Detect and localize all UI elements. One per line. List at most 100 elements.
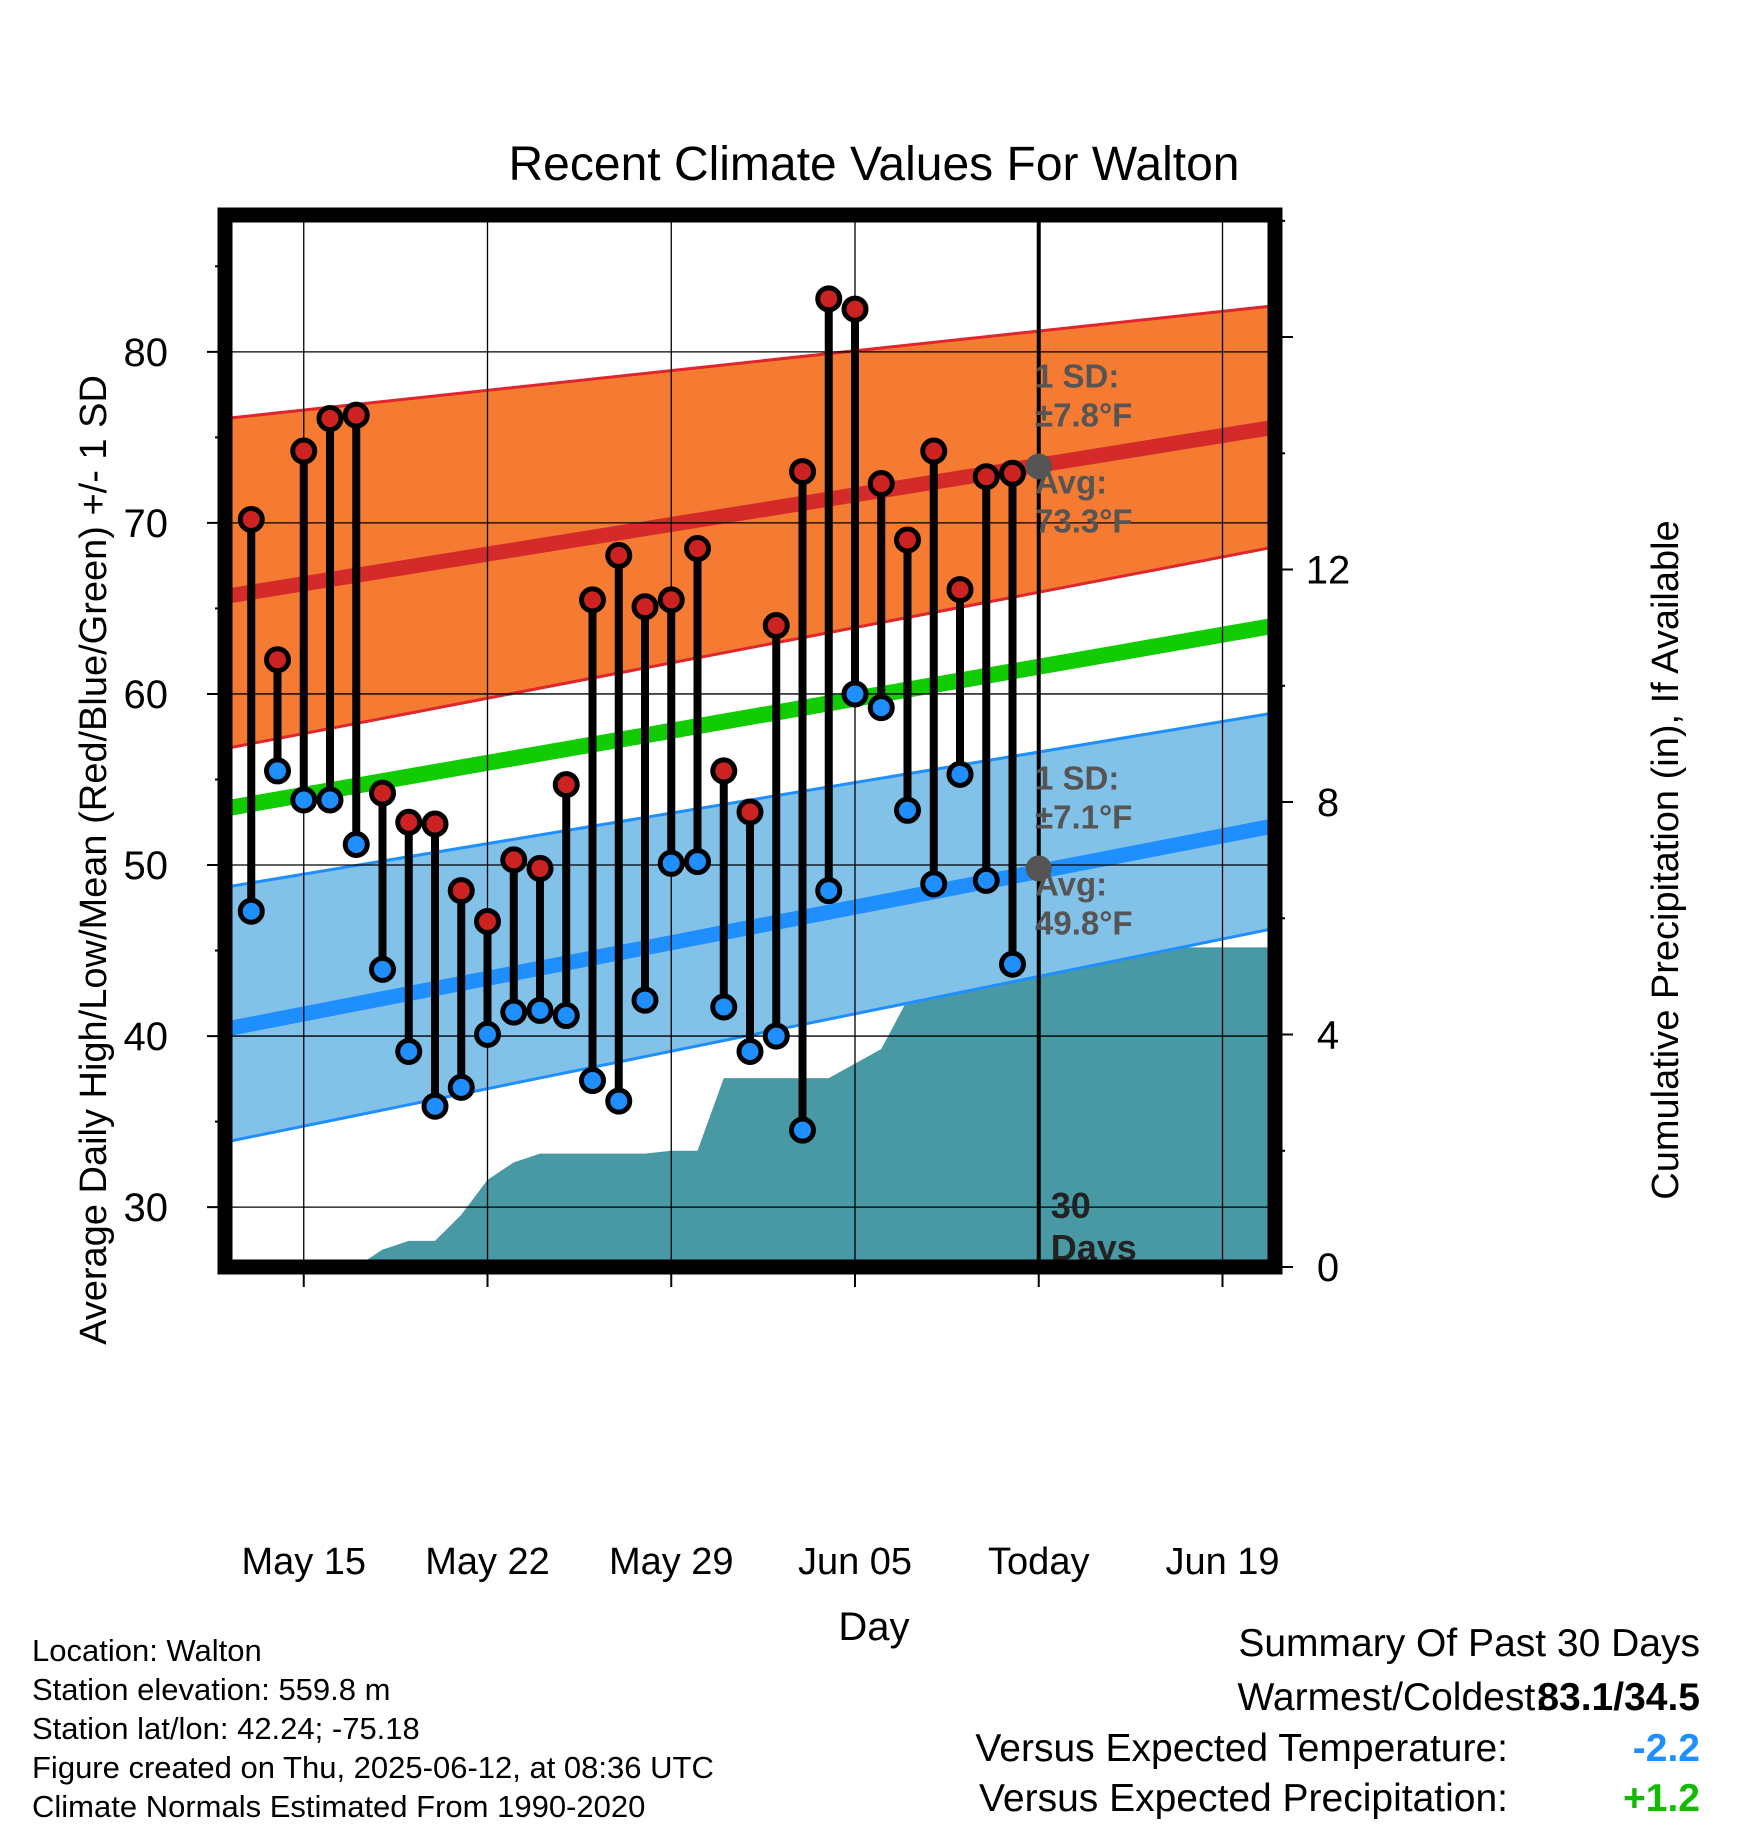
observed-high-point xyxy=(946,576,974,604)
x-tick-label: Jun 19 xyxy=(1165,1541,1279,1583)
y2-tick-label: 8 xyxy=(1317,781,1339,825)
observed-high-point xyxy=(447,877,475,905)
observed-high-point xyxy=(421,810,449,838)
observed-low-point xyxy=(684,848,711,876)
observed-low-point xyxy=(395,1037,423,1065)
y-tick-label: 40 xyxy=(124,1015,169,1059)
observed-high-point xyxy=(867,470,895,498)
observed-high-point xyxy=(264,646,291,674)
axes: 30 40 50 60 70 80 0 4 8 12 May 15 May 22 May 29 Jun 0… xyxy=(124,207,1351,1583)
y-tick-label: 70 xyxy=(124,502,169,546)
observed-low-point xyxy=(369,955,396,983)
observed-low-point xyxy=(316,786,344,814)
footer-latlon: Station lat/lon: 42.24; -75.18 xyxy=(32,1711,420,1746)
summary-precip-label: Versus Expected Precipitation: xyxy=(979,1777,1508,1820)
observed-high-point xyxy=(736,798,764,826)
low-avg-value-label: 49.8°F xyxy=(1035,904,1133,941)
summary-warmest-coldest-label: Warmest/Coldest: xyxy=(1237,1676,1546,1719)
observed-high-point xyxy=(710,757,738,785)
observed-high-point xyxy=(841,295,869,323)
y2-tick-label: 4 xyxy=(1317,1014,1339,1058)
observed-low-point xyxy=(631,986,659,1014)
high-upper-edge xyxy=(225,304,1275,421)
y2-tick-label: 0 xyxy=(1317,1246,1339,1290)
observed-high-point xyxy=(526,854,554,882)
observed-low-point xyxy=(342,830,370,858)
observed-high-point xyxy=(474,907,501,935)
observed-low-point xyxy=(789,1116,816,1144)
observed-values xyxy=(237,285,1026,1144)
x-tick-label: May 29 xyxy=(609,1541,734,1583)
summary-title: Summary Of Past 30 Days xyxy=(1238,1622,1700,1665)
observed-low-point xyxy=(920,870,948,898)
precipitation-area xyxy=(251,947,1275,1267)
observed-high-point xyxy=(500,846,528,874)
y-tick-label: 80 xyxy=(124,331,169,375)
high-lower-edge xyxy=(225,545,1275,751)
x-tick-label: May 15 xyxy=(241,1541,366,1583)
high-mean-line xyxy=(225,419,1275,604)
low-avg-marker xyxy=(1025,855,1052,882)
observed-low-point xyxy=(447,1073,475,1101)
y-axis-label: Average Daily High/Low/Mean (Red/Blue/Gr… xyxy=(73,375,115,1345)
high-avg-marker xyxy=(1025,453,1052,480)
observed-high-point xyxy=(316,405,344,433)
y2-tick-label: 12 xyxy=(1306,549,1351,593)
daily-mean-line xyxy=(225,617,1275,817)
low-sd-label: 1 SD: xyxy=(1035,759,1119,796)
observed-high-point xyxy=(237,505,265,533)
observed-high-point xyxy=(290,437,318,465)
observed-high-point xyxy=(395,808,423,836)
summary-temp-label: Versus Expected Temperature: xyxy=(975,1727,1508,1770)
observed-low-point xyxy=(999,950,1026,978)
footer-location: Location: Walton xyxy=(32,1633,262,1668)
observed-high-point xyxy=(369,779,396,807)
observed-high-point xyxy=(579,586,606,614)
y-tick-label: 60 xyxy=(124,673,169,717)
y2-axis-label: Cumulative Precipitation (in), If Availa… xyxy=(1645,520,1687,1199)
observed-high-point xyxy=(920,437,948,465)
high-sd-label: 1 SD: xyxy=(1035,357,1119,394)
observed-low-point xyxy=(657,849,685,877)
observed-high-point xyxy=(605,541,633,569)
x-tick-label: Today xyxy=(988,1541,1089,1583)
observed-low-point xyxy=(237,897,265,925)
observed-high-point xyxy=(972,463,1000,491)
today-days-label-line1: 30 xyxy=(1051,1185,1091,1226)
observed-high-point xyxy=(815,285,843,313)
x-tick-label: May 22 xyxy=(425,1541,550,1583)
observed-high-point xyxy=(999,459,1026,487)
summary-temp-value: -2.2 xyxy=(1632,1727,1700,1770)
observed-low-point xyxy=(815,877,843,905)
observed-high-point xyxy=(342,401,370,429)
observed-high-point xyxy=(762,612,790,640)
summary-precip-value: +1.2 xyxy=(1623,1777,1700,1820)
observed-high-point xyxy=(789,458,816,486)
observed-high-point xyxy=(894,526,921,554)
high-sd-value: ±7.8°F xyxy=(1035,396,1132,433)
y-tick-label: 50 xyxy=(124,844,169,888)
observed-low-point xyxy=(526,996,554,1024)
observed-low-point xyxy=(290,786,318,814)
low-sd-value: ±7.1°F xyxy=(1035,798,1132,835)
observed-low-point xyxy=(500,998,528,1026)
observed-low-point xyxy=(474,1020,501,1048)
observed-low-point xyxy=(421,1092,449,1120)
plot-frame xyxy=(217,207,1283,1275)
observed-high-point xyxy=(684,535,711,563)
x-tick-label: Jun 05 xyxy=(798,1541,912,1583)
observed-low-point xyxy=(894,796,921,824)
observed-low-point xyxy=(762,1022,790,1050)
observed-low-point xyxy=(579,1067,606,1095)
observed-low-point xyxy=(867,694,895,722)
chart-title: Recent Climate Values For Walton xyxy=(509,138,1240,191)
observed-low-point xyxy=(946,760,974,788)
low-avg-label: Avg: xyxy=(1035,865,1107,902)
summary-warmest-coldest-value: 83.1/34.5 xyxy=(1537,1676,1700,1719)
observed-low-point xyxy=(841,680,869,708)
observed-low-point xyxy=(264,757,291,785)
footer-elevation: Station elevation: 559.8 m xyxy=(32,1672,391,1707)
